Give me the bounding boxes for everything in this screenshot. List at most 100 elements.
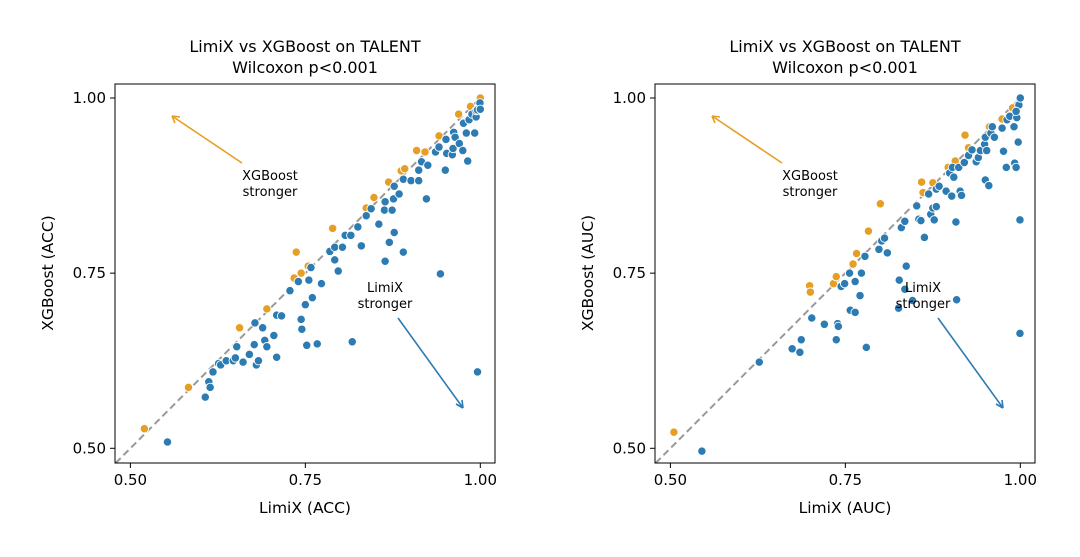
y-tick-label: 1.00 (73, 89, 106, 107)
point-limix-stronger (208, 367, 218, 377)
point-xgboost-stronger (805, 287, 816, 297)
point-limix-stronger (330, 242, 340, 252)
x-tick-label: 0.75 (289, 471, 322, 489)
point-limix-stronger (856, 268, 867, 278)
point-limix-stronger (1011, 106, 1021, 116)
chart-title: LimiX vs XGBoost on TALENT (729, 37, 960, 56)
y-tick-label: 0.75 (73, 264, 106, 282)
point-limix-stronger (472, 367, 483, 377)
point-limix-stronger (956, 190, 967, 201)
point-limix-stronger (162, 437, 173, 447)
point-limix-stronger (754, 357, 764, 367)
annotation-text: stronger (896, 297, 951, 312)
point-limix-stronger (440, 165, 450, 175)
point-limix-stronger (893, 303, 904, 313)
point-limix-stronger (850, 276, 860, 287)
point-limix-stronger (398, 174, 408, 184)
x-axis-label: LimiX (ACC) (259, 499, 351, 517)
point-limix-stronger (435, 269, 446, 279)
point-limix-stronger (230, 353, 241, 363)
point-limix-stronger (951, 217, 961, 227)
point-limix-stronger (874, 244, 884, 254)
arrowhead-icon (711, 115, 721, 124)
point-xgboost-stronger (262, 304, 272, 314)
scatter-points (114, 93, 485, 464)
point-limix-stronger (423, 160, 433, 170)
point-limix-stronger (333, 266, 343, 276)
point-limix-stronger (879, 233, 890, 243)
point-limix-stronger (475, 104, 485, 114)
point-limix-stronger (934, 181, 944, 191)
point-limix-stronger (238, 357, 248, 367)
point-limix-stronger (850, 307, 860, 318)
point-limix-stronger (293, 276, 304, 287)
arrow-limix (397, 317, 464, 409)
point-limix-stronger (346, 230, 356, 240)
point-xgboost-stronger (183, 382, 194, 392)
point-limix-stronger (831, 335, 841, 345)
point-limix-stronger (947, 191, 957, 201)
point-xgboost-stronger (669, 427, 679, 437)
point-limix-stronger (258, 323, 268, 333)
point-xgboost-stronger (848, 259, 858, 269)
point-limix-stronger (982, 145, 992, 156)
point-limix-stronger (807, 313, 817, 323)
point-xgboost-stronger (369, 192, 379, 203)
point-limix-stronger (366, 204, 376, 214)
x-tick-label: 1.00 (464, 471, 497, 489)
point-limix-stronger (1001, 162, 1011, 173)
point-xgboost-stronger (851, 248, 862, 259)
point-xgboost-stronger (420, 147, 430, 157)
point-limix-stronger (316, 279, 327, 289)
point-limix-stronger (374, 219, 384, 229)
point-limix-stronger (919, 232, 930, 243)
point-xgboost-stronger (400, 164, 410, 174)
point-limix-stronger (448, 143, 458, 154)
y-tick-label: 0.50 (613, 439, 646, 457)
y-tick-label: 0.50 (73, 439, 106, 457)
point-limix-stronger (998, 146, 1009, 156)
point-limix-stronger (1013, 137, 1023, 147)
point-limix-stronger (384, 237, 394, 247)
point-limix-stronger (337, 242, 348, 252)
point-limix-stronger (304, 275, 314, 285)
point-limix-stronger (796, 335, 806, 345)
y-axis-label: XGBoost (AUC) (579, 215, 597, 331)
point-limix-stronger (949, 172, 959, 182)
point-xgboost-stronger (411, 145, 422, 156)
point-limix-stronger (987, 122, 997, 132)
point-limix-stronger (394, 189, 404, 199)
annotation-xgboost-stronger: XGBoost stronger (171, 115, 298, 200)
point-xgboost-stronger (916, 177, 927, 187)
annotation-limix-stronger: LimiX stronger (358, 281, 464, 409)
annotation-text: XGBoost (242, 169, 298, 184)
point-limix-stronger (819, 319, 830, 329)
annotation-text: XGBoost (782, 169, 838, 184)
y-axis-label: XGBoost (ACC) (39, 215, 57, 330)
arrowhead-icon (455, 399, 464, 409)
point-limix-stronger (997, 123, 1007, 133)
point-limix-stronger (900, 284, 910, 294)
point-limix-stronger (249, 339, 259, 350)
point-limix-stronger (307, 293, 317, 303)
point-limix-stronger (861, 342, 871, 353)
point-limix-stronger (901, 261, 911, 271)
point-xgboost-stronger (960, 130, 970, 140)
point-limix-stronger (1011, 162, 1021, 173)
arrowhead-icon (995, 399, 1004, 409)
point-limix-stronger (1015, 328, 1025, 339)
arrow-xgboost (171, 115, 243, 164)
x-tick-label: 0.50 (654, 471, 687, 489)
point-limix-stronger (380, 256, 390, 266)
chart-auc: LimiX vs XGBoost on TALENT Wilcoxon p<0.… (579, 37, 1037, 517)
point-limix-stronger (244, 349, 255, 360)
point-limix-stronger (1015, 93, 1025, 103)
point-limix-stronger (269, 330, 279, 341)
point-limix-stronger (1015, 215, 1025, 225)
point-limix-stronger (931, 201, 941, 212)
annotation-limix-stronger: LimiX stronger (896, 281, 1004, 409)
point-limix-stronger (833, 321, 844, 332)
point-limix-stronger (302, 340, 312, 350)
point-limix-stronger (470, 128, 480, 138)
point-limix-stronger (421, 194, 432, 204)
